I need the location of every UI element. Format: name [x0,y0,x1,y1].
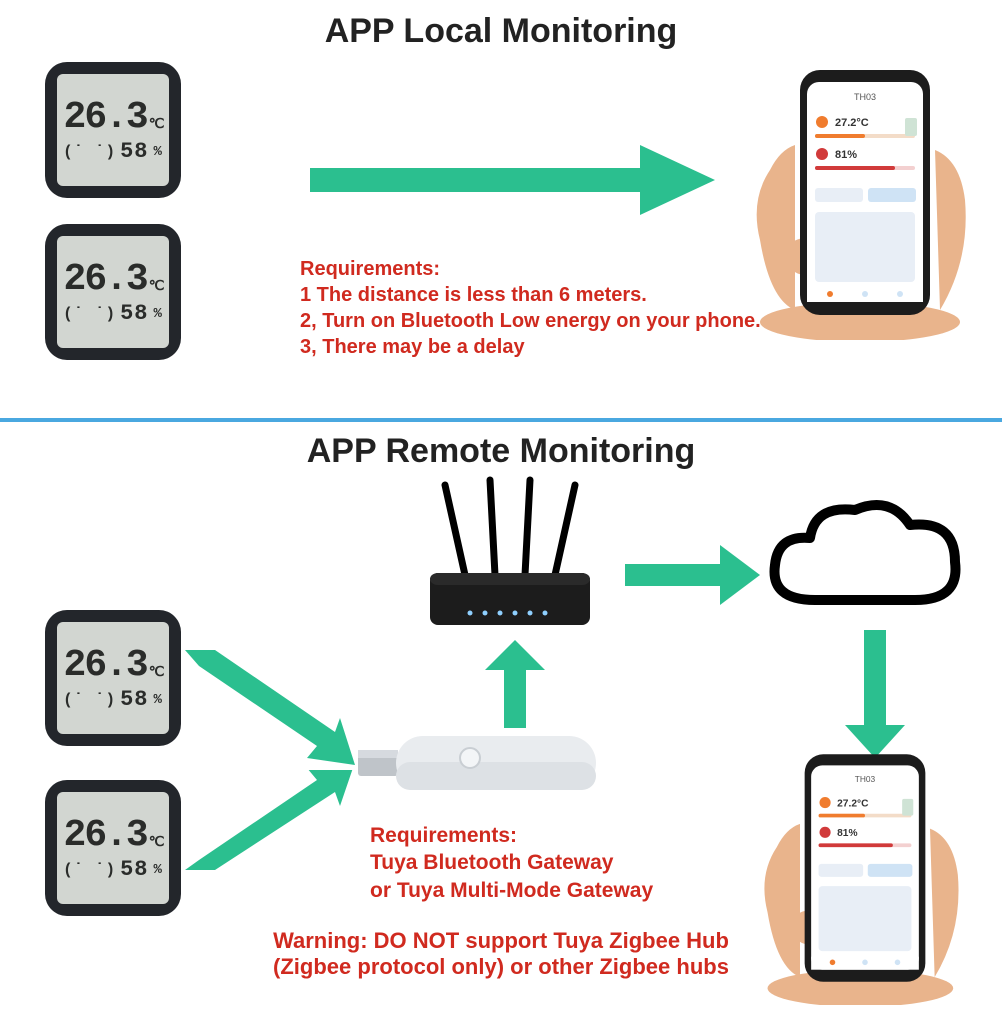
title-local: APP Local Monitoring [0,12,1002,51]
sensor-humidity-unit: % [154,692,163,708]
sensor-temp: 26.3 [64,258,147,301]
arrow-down-icon [840,630,910,760]
sensor-humidity-unit: % [154,144,163,160]
sensor-device: 26.3℃ (˙ ˙)58% [45,224,181,360]
face-icon: (˙ ˙) [63,305,116,323]
sensor-temp: 26.3 [64,644,147,687]
face-icon: (˙ ˙) [63,861,116,879]
phone-title: TH03 [854,92,876,102]
req-line: or Tuya Multi-Mode Gateway [370,877,653,904]
sensor-screen: 26.3℃ (˙ ˙)58% [57,236,169,348]
arrow-icon [185,650,355,770]
arrow-up-icon [480,640,550,730]
arrow-icon [185,770,355,880]
req-heading: Requirements: [300,256,761,282]
arrow-right-icon [310,140,720,220]
phone-in-hand: TH03 27.2°C 81% [740,60,990,345]
phone-hum: 81% [837,828,857,839]
router-icon [400,475,620,645]
sensor-humidity-unit: % [154,862,163,878]
sensor-device: 26.3℃ (˙ ˙)58% [45,780,181,916]
req-line: 3, There may be a delay [300,334,761,360]
sensor-temp: 26.3 [64,96,147,139]
req-heading: Requirements: [370,822,653,849]
requirements-local: Requirements: 1 The distance is less tha… [300,256,761,360]
phone-temp: 27.2°C [837,798,869,809]
sensor-humidity: 58 [120,139,148,164]
sensor-temp-unit: ℃ [149,116,163,133]
sensor-temp: 26.3 [64,814,147,857]
phone-temp: 27.2°C [835,117,869,129]
sensor-humidity-unit: % [154,306,163,322]
title-remote: APP Remote Monitoring [0,432,1002,471]
req-line: Tuya Bluetooth Gateway [370,849,653,876]
cloud-icon [760,490,970,630]
sensor-temp-unit: ℃ [149,834,163,851]
sensor-screen: 26.3℃ (˙ ˙)58% [57,622,169,734]
face-icon: (˙ ˙) [63,691,116,709]
sensor-humidity: 58 [120,857,148,882]
sensor-screen: 26.3℃ (˙ ˙)58% [57,74,169,186]
warning-text: Warning: DO NOT support Tuya Zigbee Hub … [0,928,1002,980]
req-line: 1 The distance is less than 6 meters. [300,282,761,308]
phone-title: TH03 [855,774,876,784]
section-divider [0,418,1002,422]
sensor-device: 26.3℃ (˙ ˙)58% [45,610,181,746]
face-icon: (˙ ˙) [63,143,116,161]
sensor-humidity: 58 [120,301,148,326]
requirements-remote: Requirements: Tuya Bluetooth Gateway or … [370,822,653,904]
req-line: 2, Turn on Bluetooth Low energy on your … [300,308,761,334]
sensor-humidity: 58 [120,687,148,712]
gateway-icon [350,718,610,808]
sensor-screen: 26.3℃ (˙ ˙)58% [57,792,169,904]
sensor-temp-unit: ℃ [149,278,163,295]
sensor-device: 26.3℃ (˙ ˙)58% [45,62,181,198]
arrow-right-icon [625,540,765,610]
sensor-temp-unit: ℃ [149,664,163,681]
phone-hum: 81% [835,149,857,161]
